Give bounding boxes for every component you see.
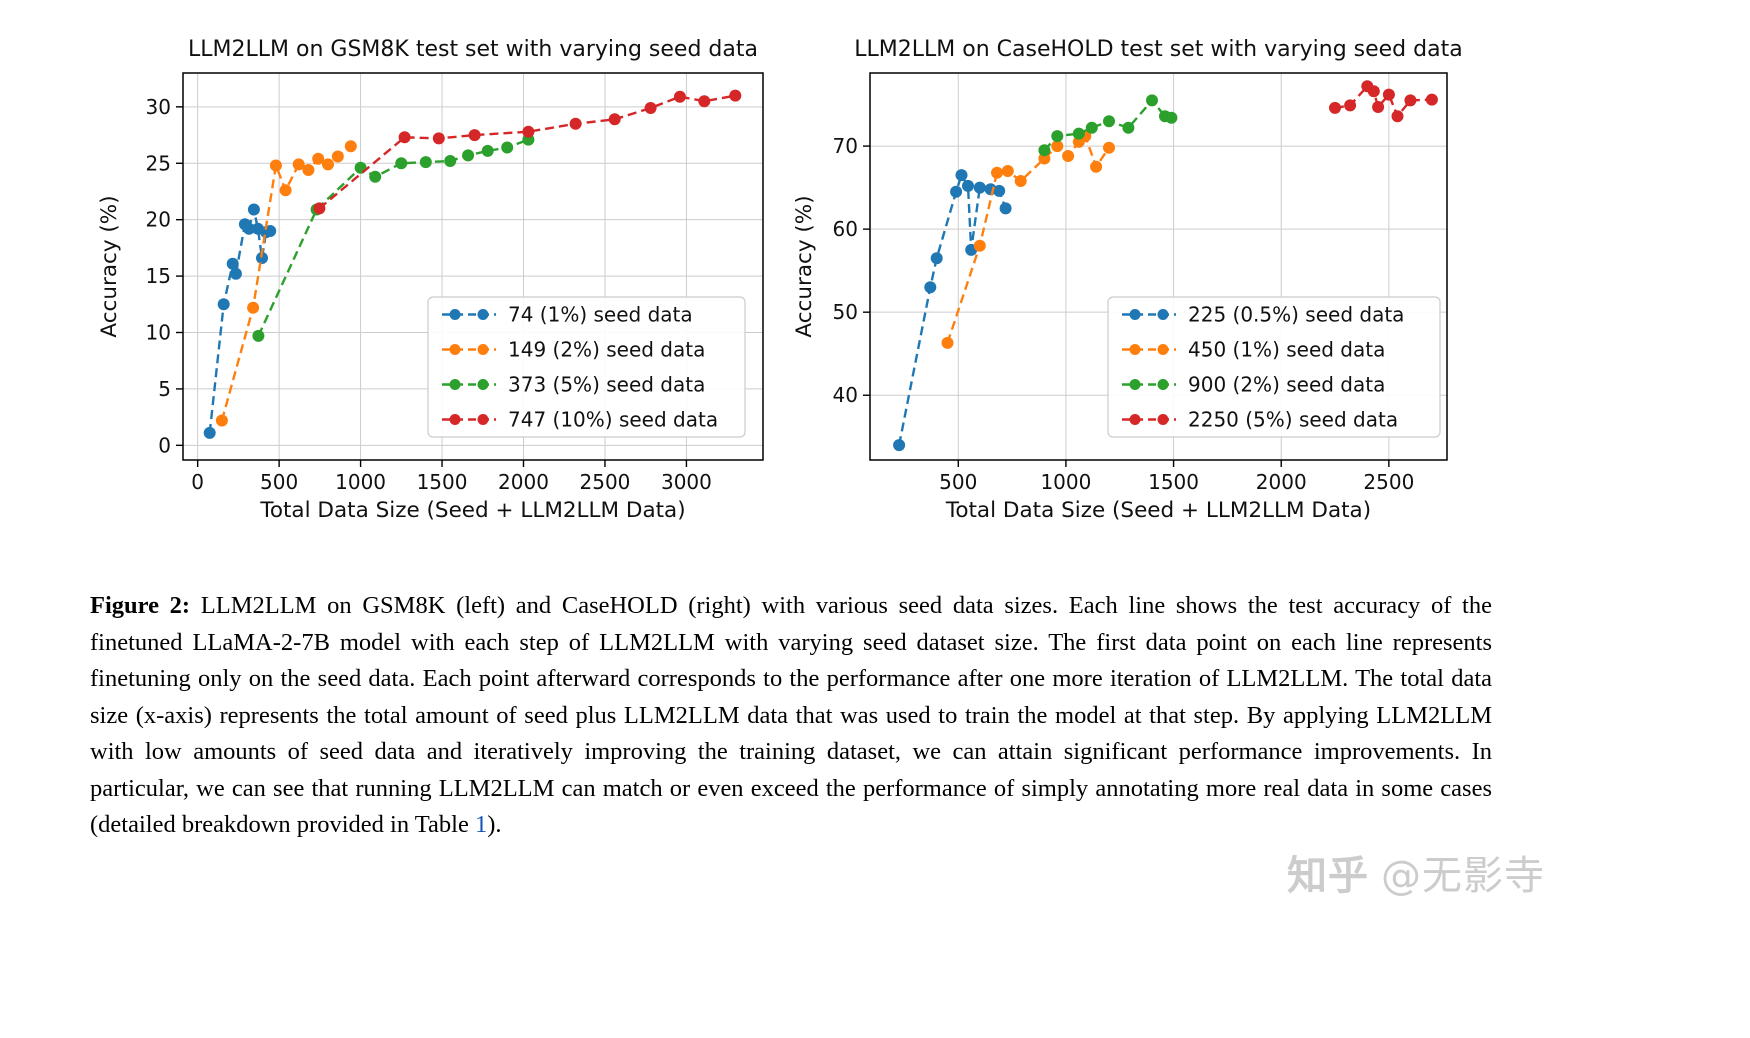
svg-text:Total Data Size (Seed + LLM2LL: Total Data Size (Seed + LLM2LLM Data) [945,498,1371,523]
svg-text:0: 0 [158,433,171,457]
svg-text:900 (2%) seed data: 900 (2%) seed data [1188,373,1385,397]
svg-text:2000: 2000 [498,470,549,494]
svg-text:1000: 1000 [335,470,386,494]
svg-text:500: 500 [260,470,298,494]
svg-text:LLM2LLM on GSM8K test set with: LLM2LLM on GSM8K test set with varying s… [188,37,758,62]
svg-text:0: 0 [191,470,204,494]
svg-text:2500: 2500 [1363,470,1414,494]
svg-text:2250 (5%) seed data: 2250 (5%) seed data [1188,408,1398,432]
svg-text:60: 60 [833,217,858,241]
caption-text: LLM2LLM on GSM8K (left) and CaseHOLD (ri… [90,592,1492,838]
svg-text:20: 20 [146,208,171,232]
svg-text:LLM2LLM on CaseHOLD test set w: LLM2LLM on CaseHOLD test set with varyin… [854,37,1462,62]
watermark-handle: @无影寺 [1381,853,1545,899]
svg-text:373 (5%) seed data: 373 (5%) seed data [508,373,705,397]
casehold-chart: 500 1000 1500 2000 2500 40 50 60 70 LLM2LLM on Ca… [795,37,1463,523]
svg-text:1500: 1500 [1148,470,1199,494]
svg-text:747 (10%) seed data: 747 (10%) seed data [508,408,718,432]
watermark: 知乎 @无影寺 [1287,843,1545,901]
watermark-brand: 知乎 [1287,853,1369,899]
svg-text:70: 70 [833,134,858,158]
caption-text-end: ). [487,811,502,838]
svg-text:225 (0.5%) seed data: 225 (0.5%) seed data [1188,303,1404,327]
svg-text:50: 50 [833,300,858,324]
svg-text:30: 30 [146,95,171,119]
svg-text:1000: 1000 [1040,470,1091,494]
gsm8k-chart: 0 500 1000 1500 2000 2500 3000 0 5 10 15 20 25 30 LLM2… [97,37,764,523]
svg-text:1500: 1500 [417,470,468,494]
svg-text:5: 5 [158,377,171,401]
svg-text:Accuracy (%): Accuracy (%) [97,195,122,337]
svg-text:3000: 3000 [661,470,712,494]
svg-text:2500: 2500 [580,470,631,494]
svg-text:10: 10 [146,321,171,345]
svg-text:40: 40 [833,383,858,407]
figure-label: Figure 2: [90,592,191,619]
svg-text:25: 25 [146,151,171,175]
svg-text:Total Data Size (Seed + LLM2LL: Total Data Size (Seed + LLM2LLM Data) [259,498,685,523]
svg-text:500: 500 [939,470,977,494]
figure-caption: Figure 2: LLM2LLM on GSM8K (left) and Ca… [90,588,1492,844]
svg-text:15: 15 [146,264,171,288]
svg-text:74 (1%) seed data: 74 (1%) seed data [508,303,693,327]
svg-text:2000: 2000 [1256,470,1307,494]
table-1-link[interactable]: 1 [474,811,488,838]
svg-text:149 (2%) seed data: 149 (2%) seed data [508,338,705,362]
svg-text:450 (1%) seed data: 450 (1%) seed data [1188,338,1385,362]
svg-text:Accuracy (%): Accuracy (%) [795,195,817,337]
